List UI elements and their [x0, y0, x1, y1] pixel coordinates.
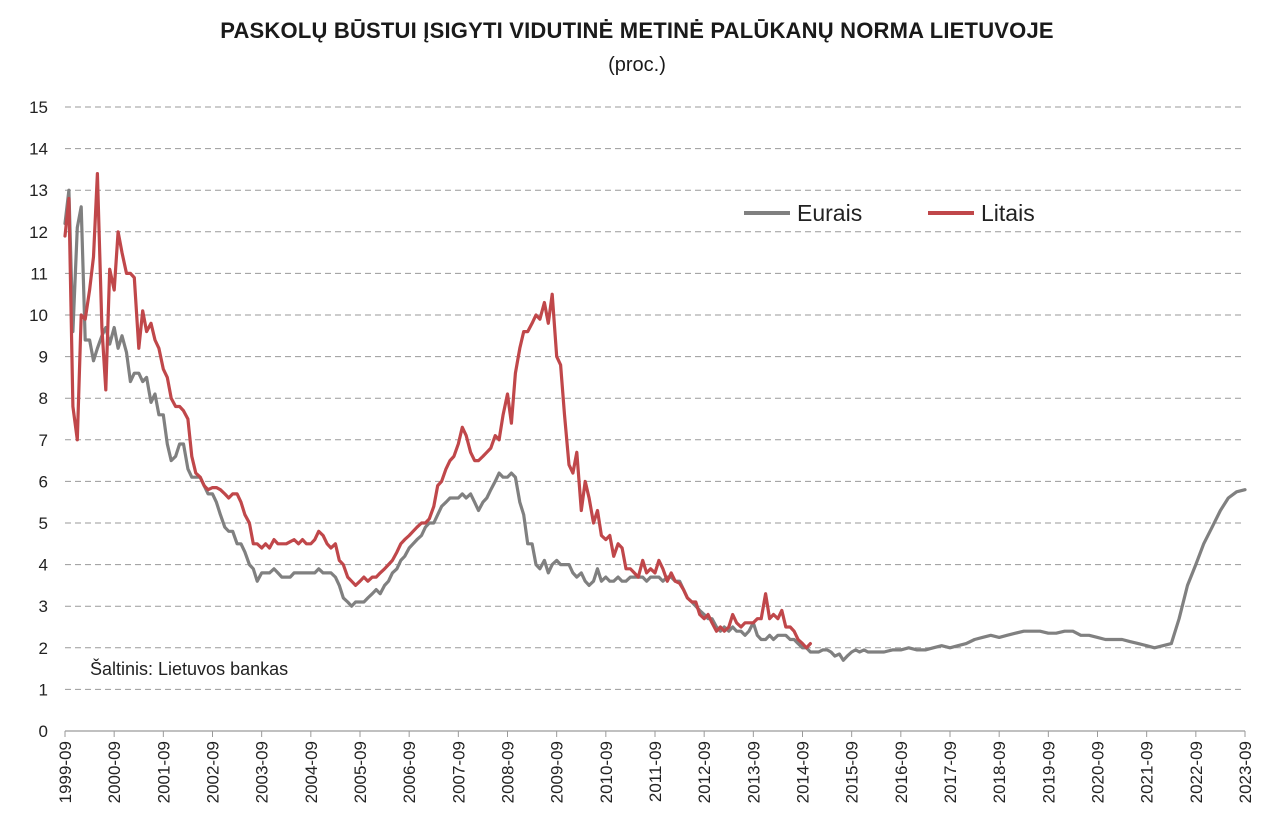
y-tick-label: 1	[39, 680, 48, 699]
y-tick-label: 8	[39, 389, 48, 408]
x-tick-label: 2016-09	[892, 741, 911, 803]
x-tick-label: 2012-09	[695, 741, 714, 803]
x-tick-label: 2001-09	[154, 741, 173, 803]
y-tick-label: 14	[29, 140, 48, 159]
x-tick-label: 2004-09	[302, 741, 321, 803]
y-tick-label: 5	[39, 514, 48, 533]
source-note: Šaltinis: Lietuvos bankas	[90, 658, 288, 679]
x-tick-label: 2005-09	[351, 741, 370, 803]
y-tick-label: 15	[29, 98, 48, 117]
x-tick-label: 2007-09	[449, 741, 468, 803]
x-tick-label: 2014-09	[794, 741, 813, 803]
legend: Eurais Litais	[744, 200, 1035, 226]
x-tick-label: 2013-09	[744, 741, 763, 803]
x-tick-label: 2000-09	[105, 741, 124, 803]
x-tick-label: 1999-09	[56, 741, 75, 803]
y-tick-label: 7	[39, 431, 48, 450]
x-tick-label: 2017-09	[941, 741, 960, 803]
legend-label-litais: Litais	[981, 200, 1035, 226]
y-tick-label: 12	[29, 223, 48, 242]
x-tick-label: 2018-09	[990, 741, 1009, 803]
chart-title: PASKOLŲ BŪSTUI ĮSIGYTI VIDUTINĖ METINĖ P…	[220, 18, 1054, 43]
x-tick-label: 2022-09	[1187, 741, 1206, 803]
y-tick-label: 6	[39, 472, 48, 491]
series-line-eurais	[63, 188, 1247, 662]
x-tick-label: 2020-09	[1089, 741, 1108, 803]
y-tick-label: 0	[39, 722, 48, 741]
y-tick-label: 11	[30, 264, 48, 283]
legend-label-eurais: Eurais	[797, 200, 862, 226]
x-tick-label: 2008-09	[499, 741, 518, 803]
x-tick-label: 2011-09	[646, 741, 665, 802]
x-tick-label: 2009-09	[548, 741, 567, 803]
x-tick-label: 2019-09	[1039, 741, 1058, 803]
x-tick-label: 2023-09	[1236, 741, 1255, 803]
x-tick-label: 2021-09	[1138, 741, 1157, 803]
y-tick-label: 9	[39, 348, 48, 367]
x-axis-ticks: 1999-09 2000-09 2001-09 2002-09 2003-09 2004-…	[56, 731, 1255, 803]
y-tick-label: 13	[29, 181, 48, 200]
y-tick-label: 4	[39, 556, 48, 575]
y-tick-label: 10	[29, 306, 48, 325]
y-tick-label: 2	[39, 639, 48, 658]
series-line-litais	[63, 172, 812, 650]
x-tick-label: 2003-09	[253, 741, 272, 803]
x-tick-label: 2006-09	[400, 741, 419, 803]
y-tick-label: 3	[39, 597, 48, 616]
x-tick-label: 2015-09	[843, 741, 862, 803]
series-lines	[63, 172, 1247, 662]
x-tick-label: 2002-09	[204, 741, 223, 803]
gridlines	[65, 106, 1245, 732]
x-tick-label: 2010-09	[597, 741, 616, 803]
chart-subtitle: (proc.)	[608, 54, 666, 76]
